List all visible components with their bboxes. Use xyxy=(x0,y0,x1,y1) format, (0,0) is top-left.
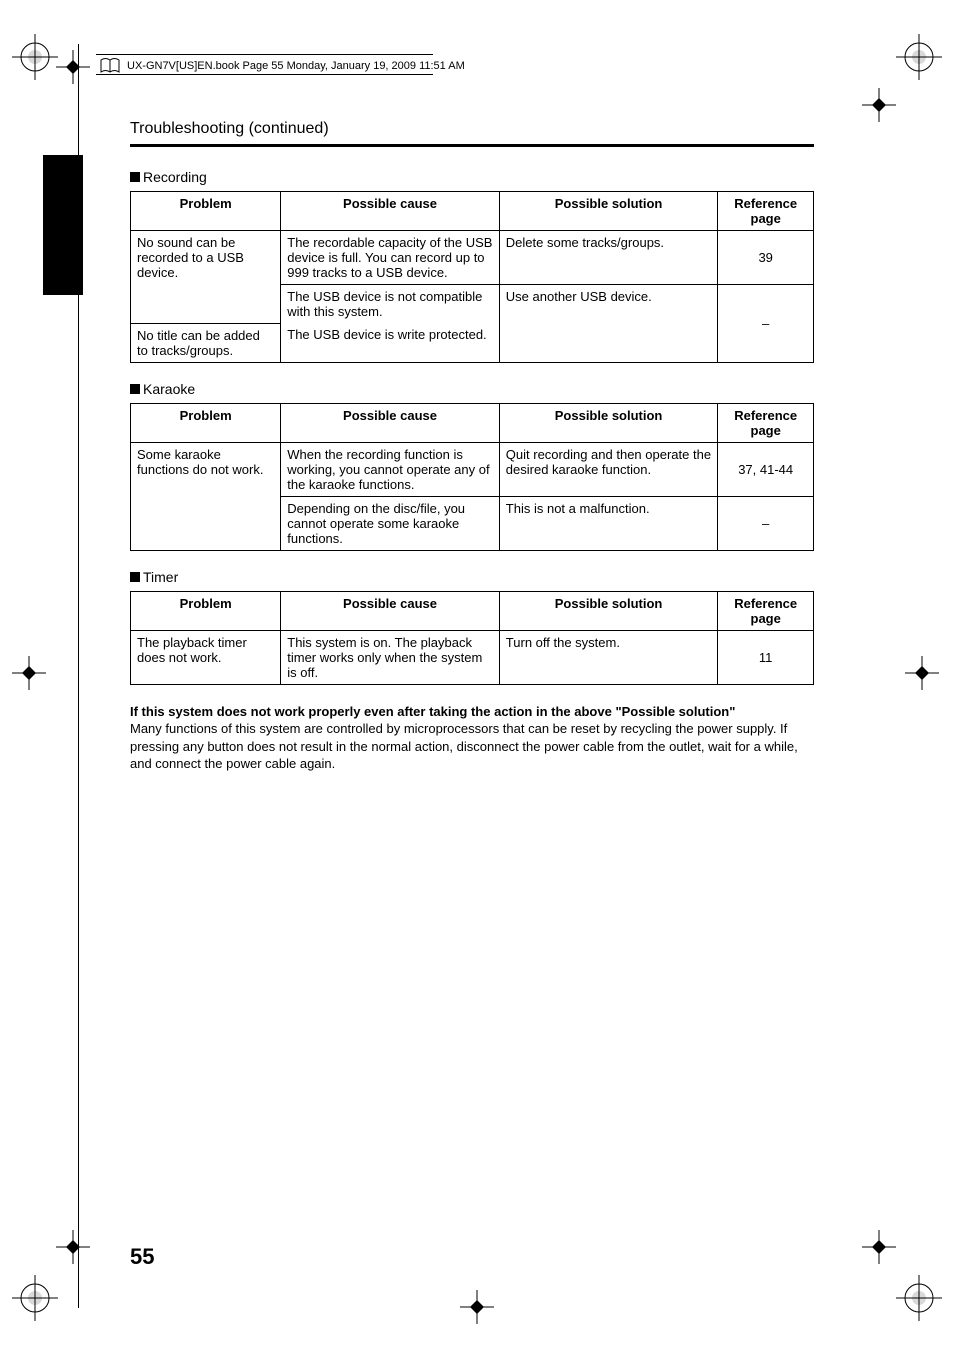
running-header-rule-bottom xyxy=(96,74,433,75)
cell-solution: Use another USB device. xyxy=(499,285,718,363)
cell-solution: Quit recording and then operate the desi… xyxy=(499,442,718,496)
page-number: 55 xyxy=(130,1244,154,1270)
th-solution: Possible solution xyxy=(499,192,718,231)
registration-inner-bottom-left xyxy=(56,1230,90,1264)
cell-ref: – xyxy=(718,285,814,363)
table-header-row: Problem Possible cause Possible solution… xyxy=(131,192,814,231)
running-header-rule-top xyxy=(96,54,433,55)
registration-inner-top-right xyxy=(862,88,896,122)
table-header-row: Problem Possible cause Possible solution… xyxy=(131,403,814,442)
crop-mark-bottom-right xyxy=(896,1275,942,1321)
recording-table: Problem Possible cause Possible solution… xyxy=(130,191,814,363)
cell-problem: The playback timer does not work. xyxy=(131,630,281,684)
registration-mid-left xyxy=(12,656,46,690)
table-header-row: Problem Possible cause Possible solution… xyxy=(131,591,814,630)
cell-problem: No title can be added to tracks/groups. xyxy=(131,323,281,362)
th-ref: Reference page xyxy=(718,192,814,231)
cell-solution: This is not a malfunction. xyxy=(499,496,718,550)
running-header-text: UX-GN7V[US]EN.book Page 55 Monday, Janua… xyxy=(127,60,465,72)
section-rule xyxy=(130,144,814,147)
crop-mark-bottom-left xyxy=(12,1275,58,1321)
th-cause: Possible cause xyxy=(281,403,500,442)
cell-cause: Depending on the disc/file, you cannot o… xyxy=(281,496,500,550)
th-problem: Problem xyxy=(131,192,281,231)
registration-inner-top-left xyxy=(56,50,90,84)
footer-note: If this system does not work properly ev… xyxy=(130,703,814,773)
th-ref: Reference page xyxy=(718,591,814,630)
th-cause: Possible cause xyxy=(281,591,500,630)
cell-problem: No sound can be recorded to a USB device… xyxy=(131,231,281,324)
footer-note-bold: If this system does not work properly ev… xyxy=(130,704,735,719)
karaoke-table: Problem Possible cause Possible solution… xyxy=(130,403,814,551)
th-problem: Problem xyxy=(131,591,281,630)
registration-inner-bottom-right xyxy=(862,1230,896,1264)
cell-ref: 39 xyxy=(718,231,814,285)
footer-note-body: Many functions of this system are contro… xyxy=(130,721,798,771)
table-row: No sound can be recorded to a USB device… xyxy=(131,231,814,285)
cell-problem: Some karaoke functions do not work. xyxy=(131,442,281,550)
registration-mid-right xyxy=(905,656,939,690)
th-solution: Possible solution xyxy=(499,591,718,630)
table-row: The playback timer does not work. This s… xyxy=(131,630,814,684)
square-bullet-icon xyxy=(130,384,140,394)
subhead-timer-label: Timer xyxy=(143,569,178,585)
th-problem: Problem xyxy=(131,403,281,442)
square-bullet-icon xyxy=(130,172,140,182)
subhead-karaoke-label: Karaoke xyxy=(143,381,195,397)
cell-cause: This system is on. The playback timer wo… xyxy=(281,630,500,684)
book-icon xyxy=(99,57,121,75)
cell-cause: The recordable capacity of the USB devic… xyxy=(281,231,500,285)
subhead-recording-label: Recording xyxy=(143,169,207,185)
cell-cause: The USB device is write protected. xyxy=(281,323,500,362)
cell-ref: 37, 41-44 xyxy=(718,442,814,496)
running-header: UX-GN7V[US]EN.book Page 55 Monday, Janua… xyxy=(99,57,465,75)
table-row: Some karaoke functions do not work. When… xyxy=(131,442,814,496)
square-bullet-icon xyxy=(130,572,140,582)
section-title: Troubleshooting (continued) xyxy=(130,120,814,138)
th-solution: Possible solution xyxy=(499,403,718,442)
subhead-recording: Recording xyxy=(130,169,814,185)
cell-ref: 11 xyxy=(718,630,814,684)
cell-solution: Delete some tracks/groups. xyxy=(499,231,718,285)
cell-ref: – xyxy=(718,496,814,550)
th-cause: Possible cause xyxy=(281,192,500,231)
side-tab-label: Reference xyxy=(62,225,77,288)
subhead-karaoke: Karaoke xyxy=(130,381,814,397)
cell-solution: Turn off the system. xyxy=(499,630,718,684)
timer-table: Problem Possible cause Possible solution… xyxy=(130,591,814,685)
crop-mark-top-right xyxy=(896,34,942,80)
cell-cause: When the recording function is working, … xyxy=(281,442,500,496)
subhead-timer: Timer xyxy=(130,569,814,585)
cell-cause: The USB device is not compatible with th… xyxy=(281,285,500,324)
crop-mark-top-left xyxy=(12,34,58,80)
th-ref: Reference page xyxy=(718,403,814,442)
registration-bottom-center xyxy=(460,1290,494,1324)
